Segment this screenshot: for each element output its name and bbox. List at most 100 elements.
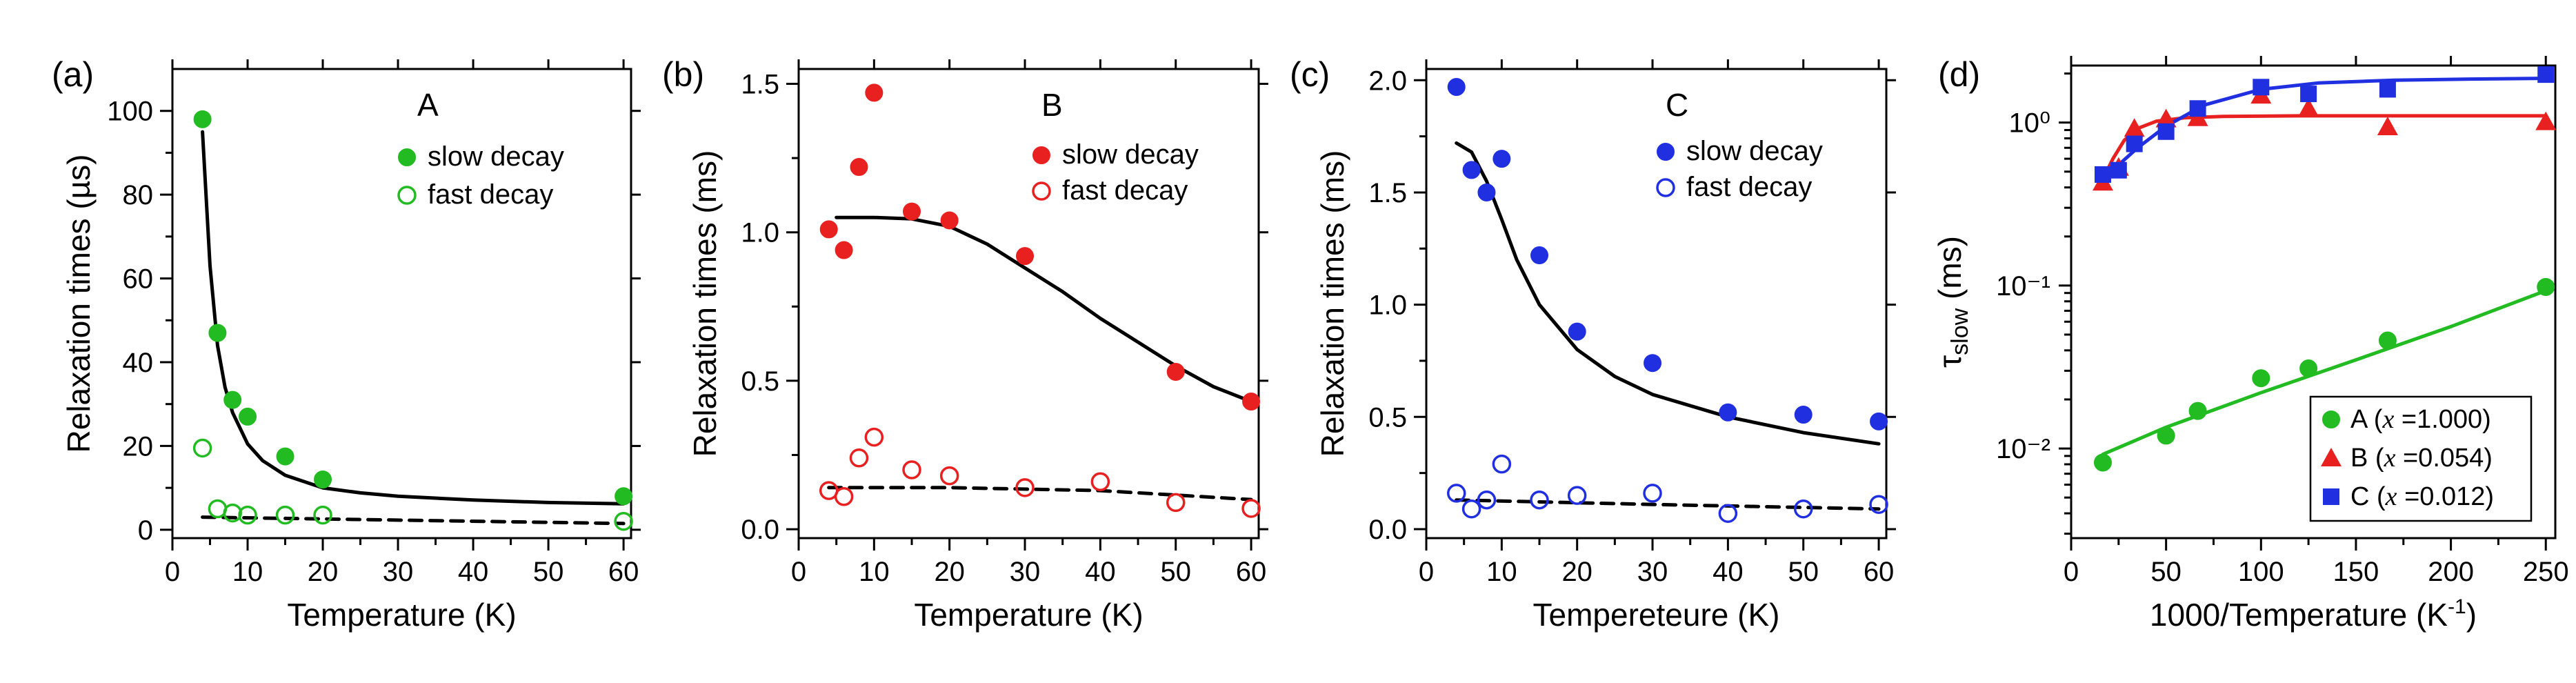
chart-panel-3: (c) 0 10 20 30 40 50 60 0.0 0.5 1.0 1.5 2.0 Temperete…	[1290, 55, 1896, 633]
data-point	[2537, 277, 2555, 296]
data-point	[2157, 123, 2175, 140]
plot-frame	[1425, 68, 1888, 540]
data-point	[1446, 484, 1466, 503]
data-point	[1090, 472, 1110, 491]
data-point	[2252, 369, 2270, 388]
legend-marker	[2322, 410, 2340, 428]
data-point	[2189, 100, 2206, 117]
data-point	[1492, 454, 1512, 474]
data-point	[939, 466, 959, 486]
data-point	[1870, 412, 1888, 430]
legend-box	[2309, 395, 2533, 522]
y-tick-label: 0	[138, 515, 153, 546]
data-point	[2537, 66, 2555, 83]
x-tick-label: 60	[1236, 557, 1267, 587]
data-point	[1567, 486, 1587, 505]
data-point	[940, 211, 959, 230]
legend-label: slow decay	[428, 141, 564, 172]
chart-panel-2: (b) 0 10 20 30 40 50 60 0.0 0.5 1.0 1.5 Temperature …	[662, 55, 1268, 633]
data-point	[1477, 183, 1496, 201]
x-tick-label: 50	[533, 557, 564, 587]
x-tick-label: 50	[2150, 557, 2181, 587]
data-point	[1166, 493, 1186, 513]
data-point	[2110, 161, 2127, 179]
data-point	[850, 158, 868, 177]
legend-marker	[1657, 143, 1675, 161]
data-point	[1568, 322, 1586, 341]
data-point	[238, 505, 257, 525]
x-tick-label: 50	[1160, 557, 1191, 587]
data-point	[614, 511, 633, 531]
x-tick-label: 30	[383, 557, 414, 587]
data-point	[1241, 499, 1261, 518]
data-point	[1869, 495, 1888, 514]
x-tick-label: 20	[1561, 557, 1592, 587]
data-point	[223, 390, 242, 409]
data-point	[192, 438, 212, 458]
y-tick-label: 0.5	[741, 366, 779, 397]
data-point	[314, 471, 332, 488]
data-point	[834, 486, 854, 506]
data-point	[1166, 362, 1185, 381]
fit-line	[835, 215, 1253, 404]
data-point	[1719, 403, 1737, 422]
legend-label: fast decay	[1686, 172, 1812, 202]
plot-frame	[171, 68, 632, 540]
y-tick-label: 1.5	[1368, 178, 1407, 208]
y-tick-label: 10⁰	[2008, 108, 2050, 139]
x-axis-label: 1000/Temperature (K-1)	[2150, 595, 2477, 633]
x-tick-label: 0	[791, 557, 806, 587]
data-point	[2378, 331, 2397, 350]
x-tick-label: 60	[608, 557, 639, 587]
y-axis-label: Relaxation times (µs)	[61, 155, 97, 453]
data-point	[1492, 150, 1511, 168]
legend-label: fast decay	[428, 179, 553, 210]
x-tick-label: 10	[1486, 557, 1517, 587]
chart-panel-1: (a) 0 10 20 30 40 50 60 0 20 40 60 80 100 Temperature …	[52, 55, 641, 633]
fit-line	[2101, 77, 2548, 181]
data-point	[2298, 98, 2319, 117]
panel-tag: (a)	[52, 55, 94, 94]
x-tick-label: 0	[165, 557, 180, 587]
x-tick-label: 250	[2523, 557, 2569, 587]
y-axis-label: Relaxation times (ms)	[687, 150, 723, 457]
data-point	[2188, 402, 2207, 420]
data-point	[865, 83, 883, 102]
data-point	[1644, 354, 1662, 373]
data-point	[1015, 478, 1035, 497]
x-tick-label: 30	[1010, 557, 1041, 587]
data-point	[1793, 499, 1813, 519]
x-tick-label: 20	[308, 557, 339, 587]
panel-tag: (b)	[662, 55, 704, 94]
data-point	[903, 202, 921, 221]
x-tick-label: 200	[2428, 557, 2474, 587]
y-tick-label: 40	[123, 348, 154, 378]
y-tick-label: 10⁻¹	[1996, 271, 2050, 301]
y-tick-label: 10⁻²	[1996, 434, 2050, 464]
x-tick-label: 10	[859, 557, 890, 587]
legend-label: fast decay	[1062, 175, 1188, 206]
data-point	[208, 324, 227, 342]
chart-panel-4: (d) 0 50 100 150 200 250 10⁻² 10⁻¹ 10⁰ 1000/Temper…	[1932, 55, 2569, 633]
data-point	[2299, 359, 2318, 378]
data-point	[1461, 499, 1481, 519]
fit-line	[1455, 498, 1881, 511]
legend-label: slow decay	[1062, 139, 1199, 170]
y-tick-label: 0.0	[1368, 515, 1407, 545]
panel-tag: (c)	[1290, 55, 1330, 94]
data-point	[864, 427, 884, 447]
data-point	[1477, 490, 1497, 510]
data-point	[2155, 108, 2177, 128]
plot-frame	[797, 68, 1260, 540]
x-tick-label: 10	[232, 557, 263, 587]
x-axis-label: Temperature (K)	[914, 597, 1143, 633]
compound-label: C	[1666, 87, 1688, 123]
data-point	[2157, 426, 2175, 445]
y-tick-label: 1.0	[741, 218, 779, 248]
y-tick-label: 2.0	[1368, 66, 1407, 96]
fit-line	[1455, 141, 1881, 446]
x-tick-label: 50	[1788, 557, 1819, 587]
data-point	[902, 460, 921, 479]
data-point	[313, 505, 332, 525]
data-point	[276, 447, 294, 466]
